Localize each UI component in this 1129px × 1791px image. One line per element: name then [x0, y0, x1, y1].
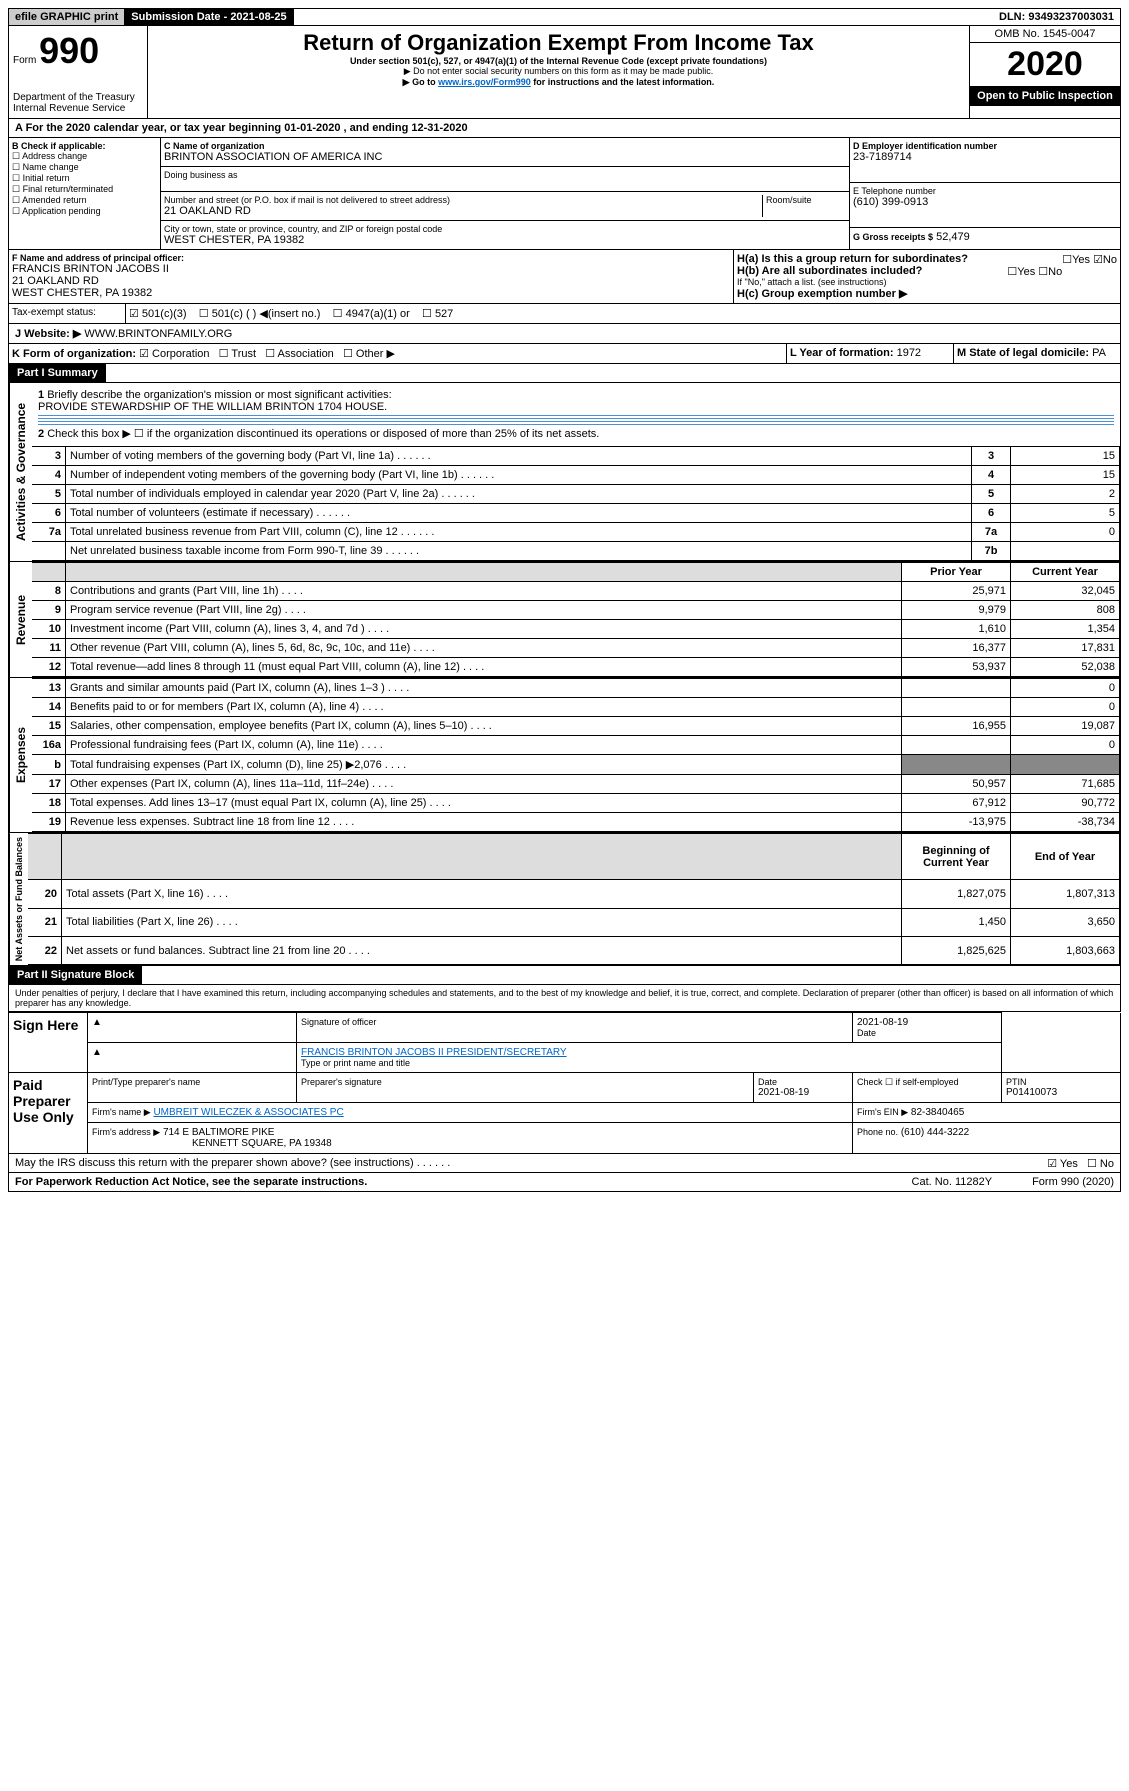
sign-here: Sign Here — [9, 1013, 88, 1073]
open-inspection: Open to Public Inspection — [970, 86, 1120, 106]
efile-tag: efile GRAPHIC print — [9, 9, 125, 25]
net-label: Net Assets or Fund Balances — [9, 833, 28, 965]
gov-label: Activities & Governance — [9, 383, 32, 561]
tax-year: 2020 — [970, 43, 1120, 86]
declaration: Under penalties of perjury, I declare th… — [8, 985, 1121, 1012]
phone: (610) 399-0913 — [853, 196, 1117, 208]
part1-header: Part I Summary — [8, 364, 1121, 383]
b-opt[interactable]: ☐ Final return/terminated — [12, 184, 157, 195]
g-label: G Gross receipts $ — [853, 232, 933, 242]
officer-city: WEST CHESTER, PA 19382 — [12, 287, 730, 299]
ein: 23-7189714 — [853, 151, 1117, 163]
signature-table: Sign Here ▲ Signature of officer 2021-08… — [8, 1012, 1121, 1154]
header-bar: efile GRAPHIC print Submission Date - 20… — [8, 8, 1121, 26]
form-header: Form 990 Department of the Treasury Inte… — [8, 26, 1121, 119]
hc: H(c) Group exemption number ▶ — [737, 287, 1117, 300]
gov-table: 3Number of voting members of the governi… — [32, 446, 1120, 561]
section-bcdefg: B Check if applicable: ☐ Address change … — [8, 138, 1121, 250]
b-opt[interactable]: ☐ Name change — [12, 162, 157, 173]
b-opt[interactable]: ☐ Initial return — [12, 173, 157, 184]
e-label: E Telephone number — [853, 186, 1117, 196]
officer-addr: 21 OAKLAND RD — [12, 275, 730, 287]
org-name: BRINTON ASSOCIATION OF AMERICA INC — [164, 151, 846, 163]
org-city: WEST CHESTER, PA 19382 — [164, 234, 846, 246]
k-label: K Form of organization: — [12, 348, 136, 360]
section-a: A For the 2020 calendar year, or tax yea… — [8, 119, 1121, 138]
form-number: 990 — [39, 30, 99, 71]
section-j: J Website: ▶ WWW.BRINTONFAMILY.ORG — [8, 324, 1121, 344]
exp-table: 13Grants and similar amounts paid (Part … — [32, 678, 1120, 832]
exp-label: Expenses — [9, 678, 32, 832]
form-note1: ▶ Do not enter social security numbers o… — [152, 66, 965, 77]
form-label: Form — [13, 55, 36, 66]
j-label: J Website: ▶ — [15, 328, 81, 340]
room-label: Room/suite — [766, 195, 846, 205]
website: WWW.BRINTONFAMILY.ORG — [84, 328, 232, 340]
section-klm: K Form of organization: ☑ Corporation ☐ … — [8, 344, 1121, 364]
h-note: If "No," attach a list. (see instruction… — [737, 277, 1117, 287]
net-table: Beginning of Current YearEnd of Year20To… — [28, 833, 1120, 965]
f-label: F Name and address of principal officer: — [12, 253, 730, 263]
submission-tag: Submission Date - 2021-08-25 — [125, 9, 293, 25]
dept-label: Department of the Treasury Internal Reve… — [13, 92, 143, 114]
addr-label: Number and street (or P.O. box if mail i… — [164, 195, 762, 205]
footer: For Paperwork Reduction Act Notice, see … — [8, 1173, 1121, 1192]
form-title: Return of Organization Exempt From Incom… — [152, 30, 965, 56]
rev-label: Revenue — [9, 562, 32, 677]
hb: H(b) Are all subordinates included? ☐Yes… — [737, 265, 1117, 277]
part2-header: Part II Signature Block — [8, 966, 1121, 985]
officer-name: FRANCIS BRINTON JACOBS II — [12, 263, 730, 275]
part1-expenses: Expenses 13Grants and similar amounts pa… — [8, 678, 1121, 833]
part1-revenue: Revenue Prior YearCurrent Year8Contribut… — [8, 562, 1121, 678]
dln: DLN: 93493237003031 — [993, 9, 1120, 25]
omb: OMB No. 1545-0047 — [970, 26, 1120, 43]
city-label: City or town, state or province, country… — [164, 224, 846, 234]
gross-receipts: 52,479 — [936, 231, 970, 243]
c-name-label: C Name of organization — [164, 141, 846, 151]
section-i: Tax-exempt status: ☑ 501(c)(3) ☐ 501(c) … — [8, 304, 1121, 324]
ha: H(a) Is this a group return for subordin… — [737, 253, 1117, 265]
paid-preparer: Paid Preparer Use Only — [9, 1073, 88, 1154]
dba-label: Doing business as — [164, 170, 846, 180]
form-note2: ▶ Go to www.irs.gov/Form990 for instruct… — [152, 77, 965, 88]
officer-sig-name: FRANCIS BRINTON JACOBS II PRESIDENT/SECR… — [301, 1047, 997, 1058]
part1-governance: Activities & Governance 1 Briefly descri… — [8, 383, 1121, 562]
part1-netassets: Net Assets or Fund Balances Beginning of… — [8, 833, 1121, 966]
org-addr: 21 OAKLAND RD — [164, 205, 762, 217]
d-label: D Employer identification number — [853, 141, 1117, 151]
b-opt[interactable]: ☐ Amended return — [12, 195, 157, 206]
b-opt[interactable]: ☐ Address change — [12, 151, 157, 162]
irs-link[interactable]: www.irs.gov/Form990 — [438, 77, 531, 87]
b-label: B Check if applicable: — [12, 141, 157, 151]
section-fh: F Name and address of principal officer:… — [8, 250, 1121, 304]
b-opt[interactable]: ☐ Application pending — [12, 206, 157, 217]
rev-table: Prior YearCurrent Year8Contributions and… — [32, 562, 1120, 677]
form-subtitle: Under section 501(c), 527, or 4947(a)(1)… — [152, 56, 965, 66]
mission: PROVIDE STEWARDSHIP OF THE WILLIAM BRINT… — [38, 401, 387, 413]
i-label: Tax-exempt status: — [9, 304, 126, 323]
discuss-row: May the IRS discuss this return with the… — [8, 1154, 1121, 1173]
